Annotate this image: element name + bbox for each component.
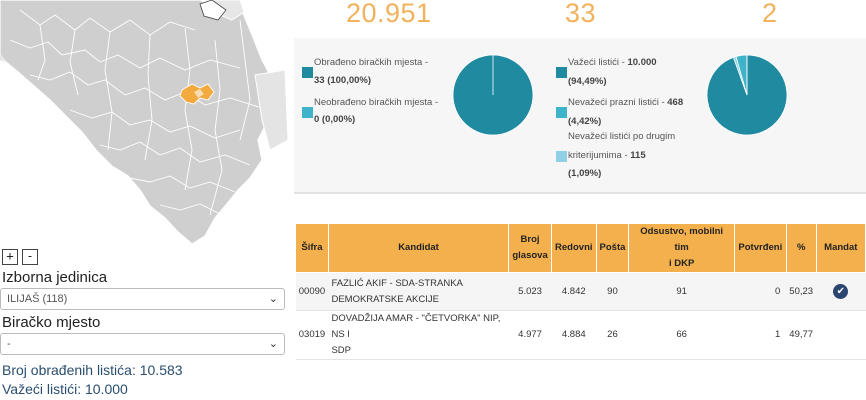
cell-post: 90 — [596, 272, 629, 311]
cell-absent: 66 — [628, 310, 735, 360]
electoral-unit-label: Izborna jedinica — [2, 269, 108, 286]
statistics-panel: Obrađeno biračkih mjesta - 33 (100,00%) … — [294, 38, 866, 194]
unprocessed-swatch — [302, 107, 313, 118]
col-code[interactable]: Šifra — [295, 223, 329, 273]
selected-municipality-inner — [194, 89, 204, 98]
col-candidate[interactable]: Kandidat — [327, 223, 510, 273]
check-circle-icon: ✔ — [833, 283, 849, 299]
empty-label: Nevažeći prazni listići - 468 — [568, 97, 684, 108]
processed-label: Obrađeno biračkih mjesta - — [314, 57, 429, 68]
neighbour-region-west — [0, 0, 6, 62]
empty-swatch — [556, 107, 567, 118]
zoom-out-button[interactable]: - — [22, 249, 38, 265]
cell-confirmed: 1 — [734, 310, 787, 360]
other-label-line1: Nevažeći listići po drugim — [568, 131, 676, 142]
chevron-down-icon: ⌄ — [268, 293, 278, 305]
unprocessed-label: Neobrađeno biračkih mjesta - — [314, 97, 439, 108]
valid-label: Važeći listići - 10.000 — [568, 57, 657, 68]
col-confirmed[interactable]: Potvrđeni — [733, 223, 787, 273]
col-votes[interactable]: Broj glasova — [508, 223, 553, 273]
valid-swatch — [556, 67, 567, 78]
processed-swatch — [302, 67, 313, 78]
table-header-row: Šifra Kandidat Broj glasova Redovni Pošta… — [295, 223, 866, 273]
electoral-unit-select[interactable]: ILIJAŠ (118) ⌄ — [0, 288, 285, 310]
places-pie-chart[interactable] — [452, 54, 534, 136]
outlined-region — [199, 0, 227, 21]
cell-code: 03019 — [295, 310, 329, 360]
other-swatch — [556, 151, 567, 162]
polling-place-select[interactable]: - ⌄ — [0, 333, 285, 355]
third-count: 2 — [762, 0, 778, 28]
cell-absent: 91 — [628, 272, 735, 311]
cell-post: 26 — [596, 310, 629, 360]
other-label-line2: kriterijumima - 115 — [568, 150, 646, 161]
processed-ballots-text: Broj obrađenih listića: 10.583 — [2, 362, 183, 378]
cell-percent: 50,23 — [786, 272, 817, 311]
municipality-map[interactable] — [0, 0, 288, 245]
col-absent[interactable]: Odsustvo, mobilni tim i DKP — [628, 223, 735, 273]
cell-candidate: DOVADŽIJA AMAR - "ČETVORKA" NIP, NS I SDP — [328, 310, 509, 360]
cell-candidate: FAZLIĆ AKIF - SDA-STRANKA DEMOKRATSKE AKC… — [328, 272, 509, 311]
electoral-unit-value: ILIJAŠ (118) — [7, 293, 68, 305]
total-count: 20.951 — [346, 0, 432, 28]
col-percent[interactable]: % — [785, 223, 817, 273]
valid-ballots-text: Važeći listići: 10.000 — [2, 381, 128, 397]
table-row[interactable]: 00090 FAZLIĆ AKIF - SDA-STRANKA DEMOKRATS… — [295, 272, 866, 311]
polling-place-value: - — [7, 338, 11, 350]
chevron-down-icon: ⌄ — [268, 338, 278, 350]
processed-value: 33 (100,00%) — [314, 75, 372, 86]
candidates-table: Šifra Kandidat Broj glasova Redovni Pošta… — [295, 223, 866, 360]
neighbour-region-east — [254, 69, 288, 151]
election-map[interactable] — [0, 0, 288, 245]
processed-places-count: 33 — [565, 0, 597, 28]
cell-regular: 4.842 — [551, 272, 597, 311]
ballots-pie-chart[interactable] — [706, 54, 788, 136]
col-mandate[interactable]: Mandat — [815, 223, 866, 273]
col-regular[interactable]: Redovni — [551, 223, 597, 273]
zoom-in-button[interactable]: + — [2, 249, 18, 265]
valid-pct: (94,49%) — [568, 76, 607, 87]
cell-code: 00090 — [295, 272, 329, 311]
cell-votes: 5.023 — [508, 272, 552, 311]
unprocessed-value: 0 (0,00%) — [314, 114, 356, 125]
municipality-borders — [9, 9, 263, 216]
empty-pct: (4,42%) — [568, 116, 602, 127]
other-pct: (1,09%) — [568, 168, 602, 179]
cell-confirmed: 0 — [734, 272, 787, 311]
table-row[interactable]: 03019 DOVADŽIJA AMAR - "ČETVORKA" NIP, N… — [295, 310, 866, 360]
polling-place-label: Biračko mjesto — [2, 314, 101, 331]
cell-votes: 4.977 — [508, 310, 552, 360]
cell-mandate — [816, 310, 866, 360]
cell-regular: 4.884 — [551, 310, 597, 360]
cell-mandate: ✔ — [816, 272, 866, 311]
col-post[interactable]: Pošta — [595, 223, 630, 273]
cell-percent: 49,77 — [786, 310, 817, 360]
